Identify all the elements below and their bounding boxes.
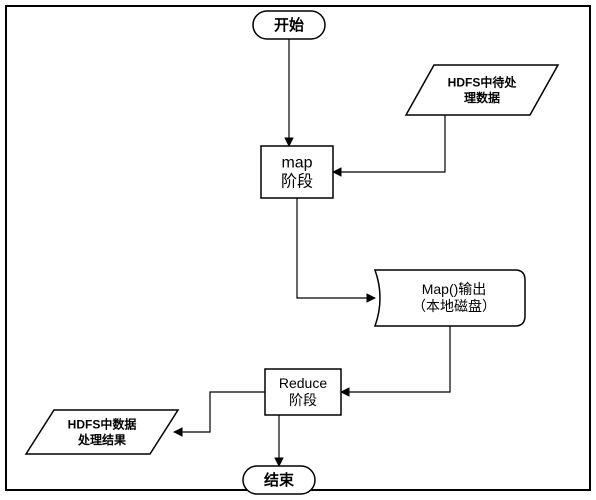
edge-e5 [174, 392, 265, 432]
svg-text:Reduce: Reduce [279, 375, 327, 391]
edge-e3 [297, 198, 375, 298]
svg-text:（本地磁盘）: （本地磁盘） [412, 298, 496, 314]
edge-e2 [333, 115, 445, 172]
edge-e4 [341, 326, 450, 392]
node-start: 开始 [253, 11, 325, 39]
node-map: map 阶段 [261, 146, 333, 198]
node-reduce: Reduce阶段 [265, 369, 341, 415]
svg-text:阶段: 阶段 [281, 173, 313, 191]
svg-text:阶段: 阶段 [289, 392, 317, 408]
nodes-group: 开始HDFS中待处理数据map阶段Map()输出（本地磁盘）Reduce阶段HD… [26, 11, 558, 494]
node-end: 结束 [243, 466, 315, 494]
svg-text:开始: 开始 [274, 16, 304, 34]
svg-text:结束: 结束 [264, 471, 295, 489]
node-hdfs_out: HDFS中数据处理结果 [26, 410, 178, 454]
node-map_out: Map()输出（本地磁盘） [375, 270, 525, 326]
svg-text:map: map [281, 154, 312, 171]
svg-text:理数据: 理数据 [464, 90, 500, 105]
svg-text:HDFS中数据: HDFS中数据 [68, 417, 137, 432]
svg-text:Map()输出: Map()输出 [422, 281, 487, 297]
svg-text:处理结果: 处理结果 [77, 432, 126, 447]
node-hdfs_in: HDFS中待处理数据 [406, 65, 558, 115]
svg-text:HDFS中待处: HDFS中待处 [448, 75, 518, 90]
flowchart-canvas: 开始HDFS中待处理数据map阶段Map()输出（本地磁盘）Reduce阶段HD… [0, 0, 596, 500]
